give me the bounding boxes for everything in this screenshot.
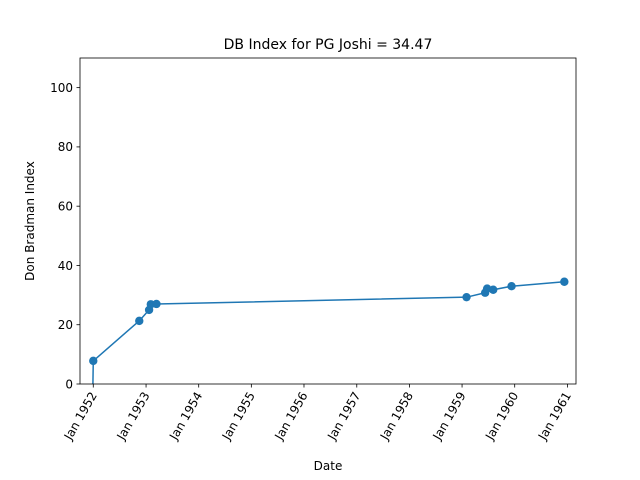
y-tick-label: 80 bbox=[58, 140, 73, 154]
data-point bbox=[135, 316, 144, 326]
x-tick-label: Jan 1954 bbox=[166, 390, 205, 444]
y-axis-label: Don Bradman Index bbox=[23, 161, 37, 281]
series-line bbox=[92, 281, 565, 384]
x-tick-label: Jan 1956 bbox=[272, 390, 311, 444]
y-tick-label: 40 bbox=[58, 259, 73, 273]
data-point bbox=[560, 277, 569, 286]
plot-frame bbox=[79, 57, 577, 385]
x-axis-label: Date bbox=[314, 459, 343, 473]
x-tick-label: Jan 1952 bbox=[61, 390, 100, 444]
data-point bbox=[507, 282, 516, 291]
x-tick-label: Jan 1959 bbox=[430, 390, 469, 444]
y-tick-label: 60 bbox=[58, 199, 73, 213]
data-point bbox=[489, 285, 498, 294]
data-point bbox=[89, 356, 98, 366]
series-layer bbox=[89, 277, 569, 384]
y-axis-ticks: 0 20 40 60 80 100 bbox=[50, 81, 80, 391]
x-tick-label: Jan 1953 bbox=[114, 390, 153, 444]
y-tick-label: 20 bbox=[58, 318, 73, 332]
x-axis-ticks: Jan 1952 Jan 1953 Jan 1954 Jan 1955 Jan 1956… bbox=[61, 384, 574, 443]
x-tick-label: Jan 1955 bbox=[219, 390, 258, 444]
chart-title: DB Index for PG Joshi = 34.47 bbox=[224, 37, 433, 53]
x-tick-label: Jan 1960 bbox=[482, 390, 521, 444]
data-point bbox=[462, 292, 471, 302]
y-tick-label: 0 bbox=[65, 377, 73, 391]
y-tick-label: 100 bbox=[50, 81, 73, 95]
x-tick-label: Jan 1961 bbox=[535, 390, 574, 444]
x-tick-label: Jan 1958 bbox=[377, 390, 416, 444]
x-tick-label: Jan 1957 bbox=[324, 390, 363, 444]
data-point bbox=[152, 299, 161, 309]
